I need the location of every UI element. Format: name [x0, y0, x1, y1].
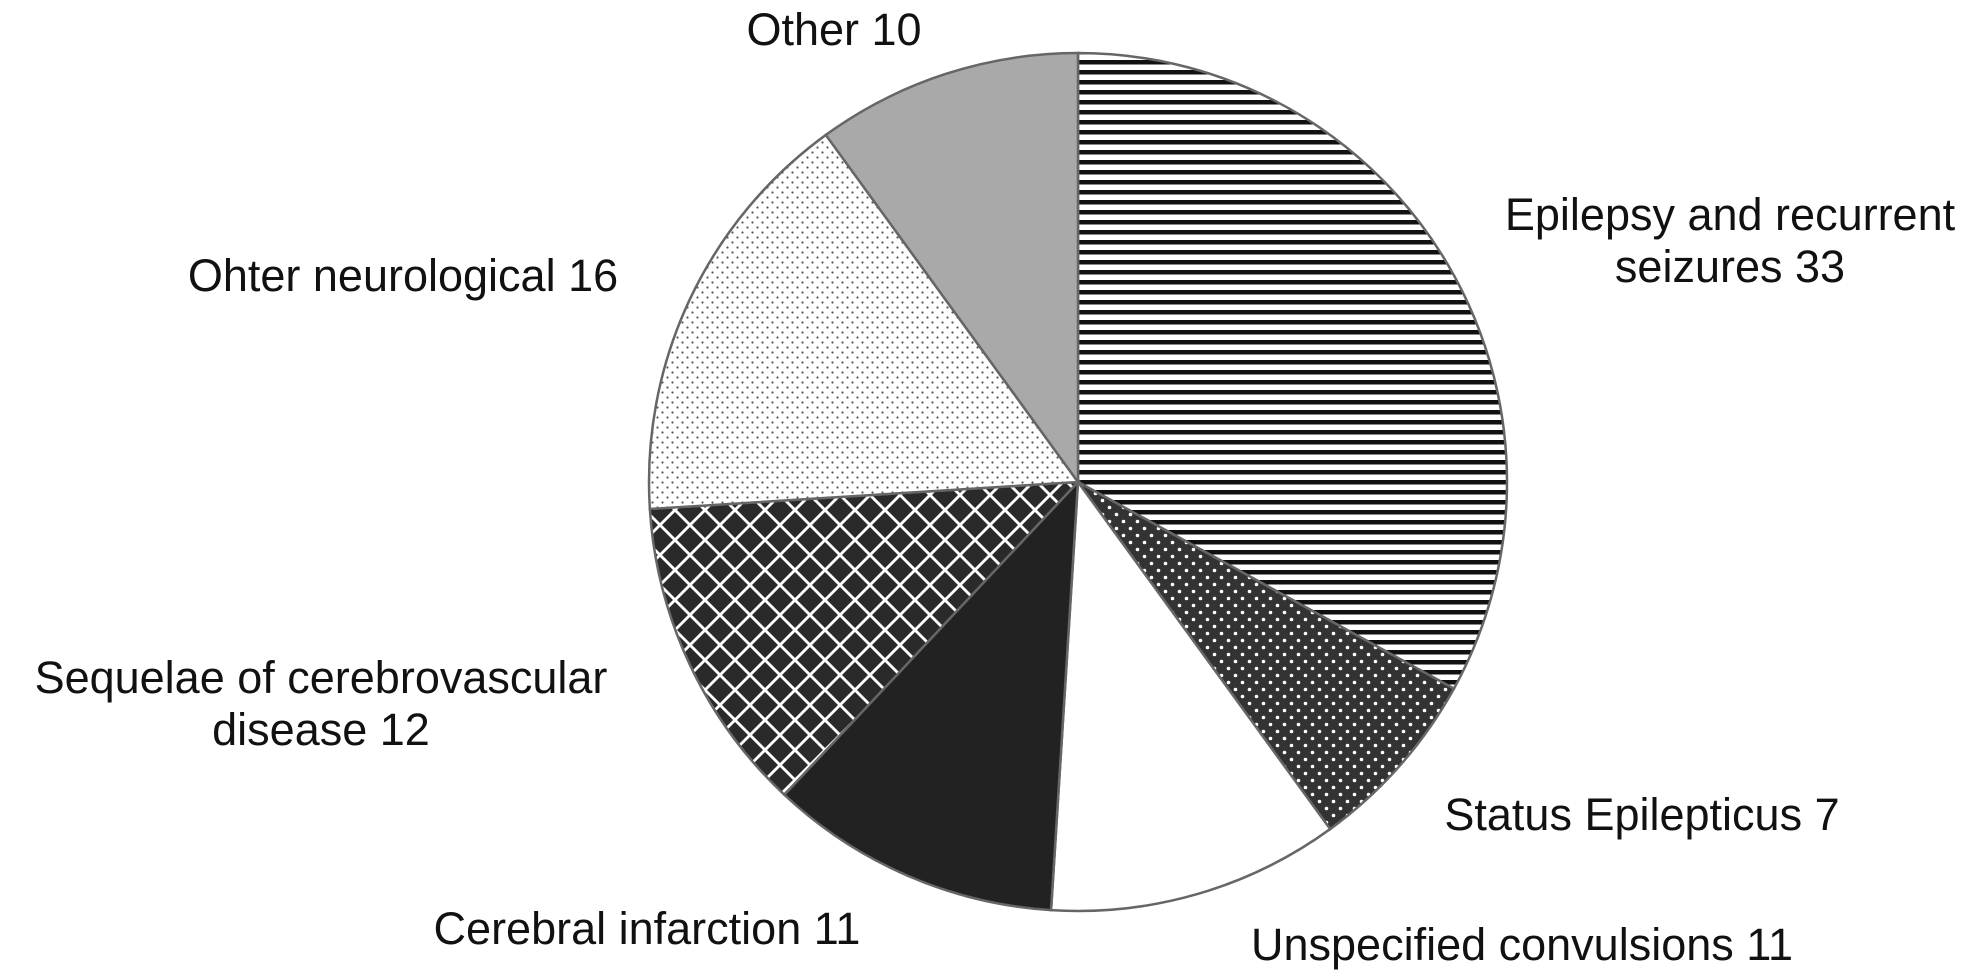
label-category: Epilepsy and recurrent seizures	[1504, 189, 1956, 292]
label-category: Sequelae of cerebrovascular disease	[34, 652, 608, 755]
pie-slice	[1076, 480, 1456, 831]
label-value: 10	[871, 4, 922, 55]
slice-label: Sequelae of cerebrovascular disease 12	[1, 652, 641, 756]
label-category: Ohter neurological	[187, 250, 556, 301]
pie-slice	[782, 478, 1080, 912]
pie-slice	[1076, 51, 1509, 691]
pie-slice	[824, 51, 1080, 486]
label-category: Unspecified convulsions	[1251, 919, 1734, 970]
label-value: 11	[1746, 919, 1793, 970]
label-category: Status Epilepticus	[1444, 789, 1803, 840]
label-value: 7	[1814, 789, 1840, 840]
label-value: 33	[1795, 241, 1846, 292]
pie-slice	[1049, 478, 1332, 913]
label-value: 12	[379, 704, 430, 755]
label-category: Other	[746, 4, 859, 55]
label-value: 11	[813, 903, 861, 954]
slice-label: Ohter neurological 16	[188, 250, 618, 302]
slice-label: Status Epilepticus 7	[1444, 789, 1839, 841]
slice-label: Cerebral infarction 11	[434, 903, 861, 955]
label-value: 16	[568, 250, 619, 301]
slice-label: Other 10	[746, 4, 921, 56]
label-category: Cerebral infarction	[433, 903, 802, 954]
pie-slice	[647, 133, 1081, 511]
slice-label: Epilepsy and recurrent seizures 33	[1475, 189, 1985, 293]
slice-label: Unspecified convulsions 11	[1251, 919, 1793, 971]
pie-slice	[648, 480, 1082, 797]
